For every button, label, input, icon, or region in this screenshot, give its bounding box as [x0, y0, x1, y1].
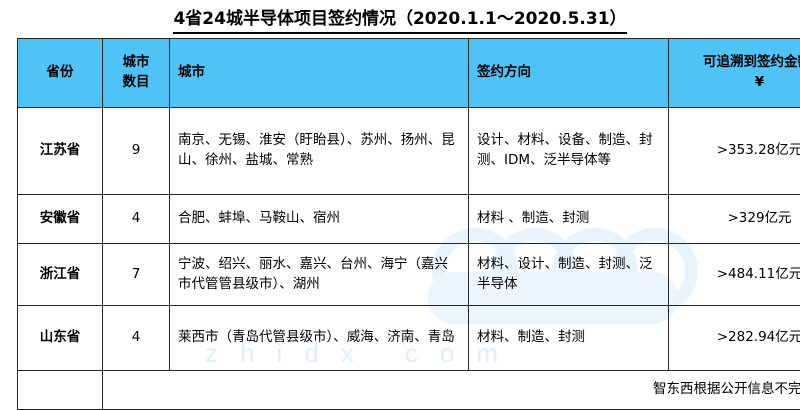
- table-body: 江苏省 9 南京、无锡、淮安（盱眙县）、苏州、扬州、昆山、徐州、盐城、常熟 设计…: [18, 108, 800, 410]
- column-header-amount: 可追溯到签约金额/ ¥: [669, 39, 800, 108]
- column-header-city-count-line2: 数目: [111, 73, 161, 93]
- cell-amount: >484.11亿元: [669, 244, 800, 306]
- cell-amount: >329亿元: [669, 195, 800, 244]
- cell-cities: 合肥、蚌埠、马鞍山、宿州: [170, 195, 469, 244]
- table-row: 山东省 4 莱西市（青岛代管县级市）、威海、济南、青岛 材料、制造、封测 >28…: [18, 306, 800, 371]
- column-header-direction: 签约方向: [469, 39, 669, 108]
- table-header-row: 省份 城市 数目 城市 签约方向 可追溯到签约金额/ ¥: [18, 39, 800, 108]
- semiconductor-projects-table-container: 省份 城市 数目 城市 签约方向 可追溯到签约金额/ ¥ 江苏省 9 南京、无锡…: [17, 38, 783, 410]
- column-header-cities: 城市: [170, 39, 469, 108]
- cell-city-count: 4: [103, 195, 170, 244]
- cell-direction: 材料、设计、制造、封测、泛半导体: [469, 244, 669, 306]
- table-footer-row: 智东西根据公开信息不完全整理: [18, 371, 800, 410]
- cell-amount: >282.94亿元: [669, 306, 800, 371]
- table-row: 浙江省 7 宁波、绍兴、丽水、嘉兴、台州、海宁（嘉兴市代管管县级市）、湖州 材料…: [18, 244, 800, 306]
- cell-footer-note: 智东西根据公开信息不完全整理: [103, 371, 800, 410]
- page-title: 4省24城半导体项目签约情况（2020.1.1～2020.5.31）: [173, 4, 626, 34]
- cell-cities: 莱西市（青岛代管县级市）、威海、济南、青岛: [170, 306, 469, 371]
- cell-city-count: 7: [103, 244, 170, 306]
- title-container: 4省24城半导体项目签约情况（2020.1.1～2020.5.31）: [0, 4, 800, 34]
- cell-direction: 材料、制造、封测: [469, 306, 669, 371]
- cell-cities: 宁波、绍兴、丽水、嘉兴、台州、海宁（嘉兴市代管管县级市）、湖州: [170, 244, 469, 306]
- table-header: 省份 城市 数目 城市 签约方向 可追溯到签约金额/ ¥: [18, 39, 800, 108]
- column-header-city-count-line1: 城市: [111, 53, 161, 73]
- cell-province: 浙江省: [18, 244, 103, 306]
- cell-cities: 南京、无锡、淮安（盱眙县）、苏州、扬州、昆山、徐州、盐城、常熟: [170, 108, 469, 195]
- cell-city-count: 9: [103, 108, 170, 195]
- cell-province: 江苏省: [18, 108, 103, 195]
- column-header-city-count: 城市 数目: [103, 39, 170, 108]
- cell-province: 山东省: [18, 306, 103, 371]
- table-row: 江苏省 9 南京、无锡、淮安（盱眙县）、苏州、扬州、昆山、徐州、盐城、常熟 设计…: [18, 108, 800, 195]
- cell-direction: 设计、材料、设备、制造、封测、IDM、泛半导体等: [469, 108, 669, 195]
- column-header-province: 省份: [18, 39, 103, 108]
- column-header-amount-line2: ¥: [677, 73, 800, 93]
- cell-amount: >353.28亿元: [669, 108, 800, 195]
- table-row: 安徽省 4 合肥、蚌埠、马鞍山、宿州 材料 、制造、封测 >329亿元: [18, 195, 800, 244]
- cell-province: 安徽省: [18, 195, 103, 244]
- cell-city-count: 4: [103, 306, 170, 371]
- cell-direction: 材料 、制造、封测: [469, 195, 669, 244]
- column-header-amount-line1: 可追溯到签约金额/: [677, 53, 800, 73]
- cell-footer-blank: [18, 371, 103, 410]
- semiconductor-projects-table: 省份 城市 数目 城市 签约方向 可追溯到签约金额/ ¥ 江苏省 9 南京、无锡…: [17, 38, 800, 410]
